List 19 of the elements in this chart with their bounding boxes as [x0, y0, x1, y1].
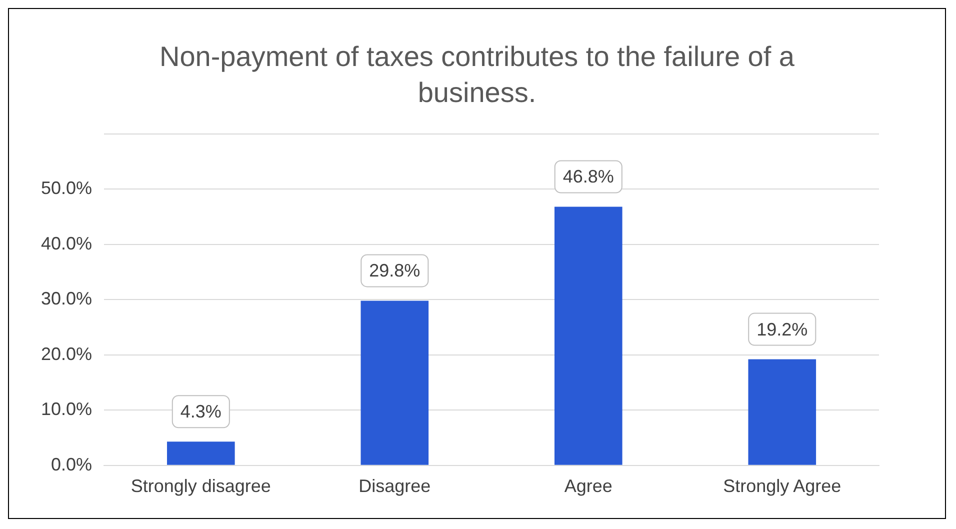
y-tick-label: 10.0%: [40, 399, 92, 420]
data-label: 19.2%: [756, 319, 808, 340]
bar: [167, 442, 235, 465]
x-tick-label: Strongly disagree: [130, 476, 271, 496]
data-label: 29.8%: [369, 260, 420, 281]
bar: [554, 206, 622, 465]
y-tick-label: 40.0%: [40, 233, 92, 254]
data-label: 46.8%: [562, 166, 614, 187]
x-tick-label: Agree: [564, 476, 612, 496]
y-tick-label: 50.0%: [40, 178, 92, 198]
x-tick-label: Disagree: [358, 476, 431, 496]
y-tick-label: 0.0%: [51, 454, 92, 474]
y-tick-label: 30.0%: [40, 288, 92, 309]
data-label: 4.3%: [180, 402, 222, 422]
chart-title: Non-payment of taxes contributes to the failure of a business.: [158, 40, 796, 110]
y-tick-label: 20.0%: [40, 344, 92, 364]
bar: [748, 359, 816, 465]
bar: [360, 300, 429, 465]
x-tick-label: Strongly Agree: [723, 476, 842, 496]
